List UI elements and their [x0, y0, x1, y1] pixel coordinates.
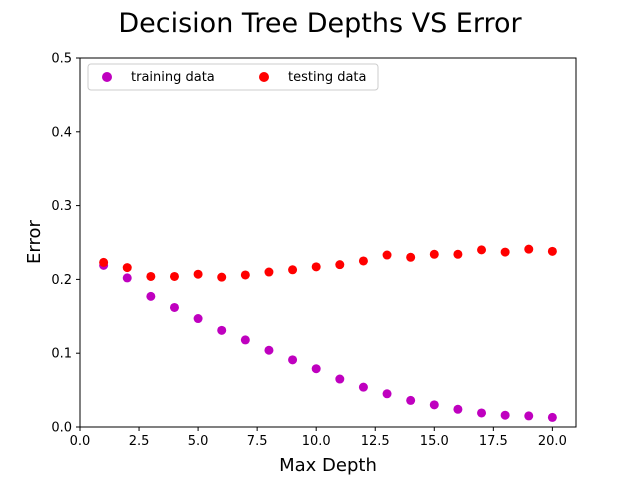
- x-tick-label: 10.0: [302, 434, 331, 449]
- point-training-data: [500, 410, 510, 420]
- x-axis-label: Max Depth: [279, 455, 377, 476]
- y-tick-label: 0.2: [51, 273, 72, 288]
- y-axis-ticks: 0.0 0.1 0.2 0.3 0.4 0.5: [51, 52, 80, 436]
- point-training-data: [547, 412, 557, 422]
- point-testing-data: [288, 265, 298, 275]
- point-training-data: [240, 335, 250, 345]
- point-training-data: [429, 400, 439, 410]
- y-tick-label: 0.5: [51, 52, 72, 67]
- legend-marker-training-data: [102, 72, 112, 82]
- point-testing-data: [99, 257, 109, 267]
- point-training-data: [406, 395, 416, 405]
- x-tick-label: 0.0: [70, 434, 91, 449]
- point-training-data: [453, 404, 463, 414]
- point-training-data: [335, 374, 345, 384]
- point-training-data: [217, 325, 227, 335]
- plot-frame: [79, 57, 577, 428]
- point-testing-data: [477, 245, 487, 255]
- point-training-data: [169, 302, 179, 312]
- legend: training data testing data: [87, 63, 379, 91]
- x-tick-label: 5.0: [188, 434, 209, 449]
- point-training-data: [311, 364, 321, 374]
- point-testing-data: [382, 250, 392, 260]
- point-testing-data: [169, 271, 179, 281]
- x-tick-label: 15.0: [420, 434, 449, 449]
- point-training-data: [264, 345, 274, 355]
- point-testing-data: [524, 244, 534, 254]
- chart-title: Decision Tree Depths VS Error: [118, 8, 522, 39]
- x-tick-label: 17.5: [479, 434, 508, 449]
- point-testing-data: [217, 272, 227, 282]
- legend-box: [87, 63, 379, 91]
- point-training-data: [146, 291, 156, 301]
- point-testing-data: [429, 249, 439, 259]
- y-axis-label: Error: [24, 219, 45, 263]
- legend-label-testing-data: testing data: [288, 70, 366, 85]
- point-training-data: [358, 382, 368, 392]
- point-training-data: [122, 273, 132, 283]
- legend-marker-testing-data: [259, 72, 269, 82]
- point-testing-data: [264, 267, 274, 277]
- point-testing-data: [500, 247, 510, 257]
- y-tick-label: 0.4: [51, 125, 72, 140]
- x-tick-label: 20.0: [538, 434, 567, 449]
- point-testing-data: [122, 263, 132, 273]
- legend-label-training-data: training data: [131, 70, 215, 85]
- y-tick-label: 0.3: [51, 199, 72, 214]
- point-testing-data: [358, 256, 368, 266]
- point-testing-data: [146, 271, 156, 281]
- x-tick-label: 7.5: [247, 434, 268, 449]
- y-tick-label: 0.0: [51, 421, 72, 436]
- point-testing-data: [547, 246, 557, 256]
- point-testing-data: [240, 270, 250, 280]
- point-testing-data: [453, 249, 463, 259]
- point-training-data: [288, 355, 298, 365]
- point-testing-data: [193, 269, 203, 279]
- x-tick-label: 12.5: [361, 434, 390, 449]
- x-tick-label: 2.5: [129, 434, 150, 449]
- point-testing-data: [335, 260, 345, 270]
- point-testing-data: [311, 262, 321, 272]
- x-axis-ticks: 0.0 2.5 5.0 7.5 10.0 12.5 15.0 17.5 20.0: [70, 427, 567, 449]
- data-points: [99, 244, 557, 422]
- point-training-data: [524, 411, 534, 421]
- plot-area: [80, 58, 576, 427]
- point-training-data: [193, 314, 203, 324]
- point-testing-data: [406, 252, 416, 262]
- point-training-data: [477, 408, 487, 418]
- point-training-data: [382, 389, 392, 399]
- y-tick-label: 0.1: [51, 347, 72, 362]
